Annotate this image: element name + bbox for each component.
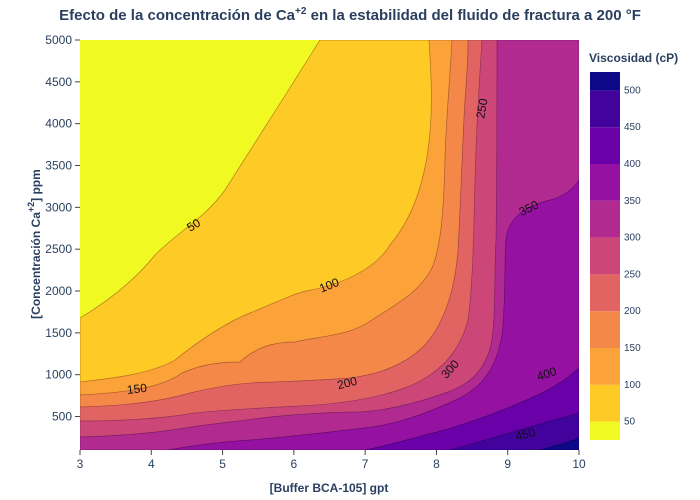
colorbar-tick-label: 100	[624, 380, 641, 391]
y-tick-label: 2000	[45, 284, 72, 298]
y-tick-label: 3000	[45, 200, 72, 214]
colorbar-band	[590, 348, 620, 385]
colorbar-tick-label: 250	[624, 269, 641, 280]
contour-band-200-250	[80, 40, 579, 450]
colorbar-tick-label: 500	[624, 85, 641, 96]
colorbar-tick-label: 450	[624, 122, 641, 133]
y-tick-label: 3500	[45, 159, 72, 173]
colorbar-band	[590, 90, 620, 128]
colorbar-band	[590, 311, 620, 348]
x-tick-label: 4	[148, 457, 155, 471]
contour-band-450-500	[449, 412, 579, 450]
contour-band-above-500	[539, 437, 579, 450]
colorbar-band	[590, 237, 620, 275]
x-tick-label: 8	[433, 457, 440, 471]
contour-label: 250	[473, 97, 490, 119]
colorbar-band	[590, 164, 620, 201]
x-tick-label: 3	[77, 457, 84, 471]
y-axis-title: [Concentración Ca+2] ppm	[26, 169, 43, 319]
colorbar-band	[590, 384, 620, 422]
contour-label: 150	[126, 381, 148, 397]
colorbar: 50 100 150 200 250 300 350 400 450 500	[590, 72, 641, 440]
colorbar-band	[590, 274, 620, 312]
contour-label: 450	[514, 425, 537, 444]
contour-label: 400	[535, 364, 559, 384]
colorbar-band	[590, 127, 620, 164]
colorbar-tick-label: 150	[624, 343, 641, 354]
x-axis-ticks: 3 4 5 6 7 8 9 10	[77, 450, 586, 471]
colorbar-band	[590, 421, 620, 440]
colorbar-tick-label: 350	[624, 196, 641, 207]
y-tick-label: 1500	[45, 326, 72, 340]
colorbar-title: Viscosidad (cP)	[589, 51, 678, 65]
colorbar-tick-label: 50	[624, 417, 636, 428]
contour-plot-area	[80, 40, 579, 450]
y-tick-label: 4500	[45, 75, 72, 89]
y-tick-label: 2500	[45, 242, 72, 256]
x-tick-label: 6	[291, 457, 298, 471]
y-axis-ticks: 500 1000 1500 2000 2500 3000 3500 4000 4500 5000	[45, 33, 80, 424]
x-tick-label: 10	[572, 457, 586, 471]
x-axis-title: [Buffer BCA-105] gpt	[270, 481, 389, 495]
colorbar-band	[590, 72, 620, 91]
y-tick-label: 4000	[45, 117, 72, 131]
chart-title: Efecto de la concentración de Ca+2 en la…	[59, 6, 641, 24]
colorbar-tick-label: 400	[624, 159, 641, 170]
colorbar-band	[590, 200, 620, 238]
colorbar-tick-label: 300	[624, 233, 641, 244]
x-tick-label: 9	[504, 457, 511, 471]
x-tick-label: 5	[219, 457, 226, 471]
y-tick-label: 5000	[45, 33, 72, 47]
y-tick-label: 1000	[45, 368, 72, 382]
x-tick-label: 7	[362, 457, 369, 471]
contour-label: 200	[336, 374, 359, 393]
y-tick-label: 500	[52, 410, 72, 424]
colorbar-tick-label: 200	[624, 306, 641, 317]
